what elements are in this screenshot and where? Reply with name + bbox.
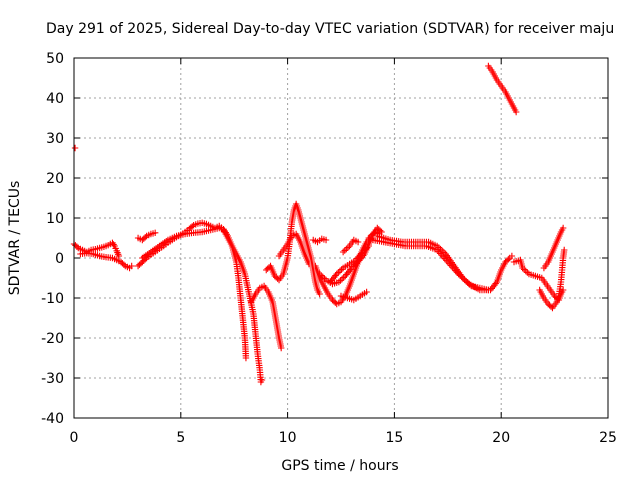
y-tick-label: 50 (46, 51, 64, 67)
series-arc-9 (310, 235, 330, 246)
data-point (151, 229, 159, 236)
data-point (242, 354, 250, 362)
x-tick-label: 10 (279, 430, 297, 446)
series-arc-20 (540, 224, 567, 272)
y-tick-label: -10 (41, 291, 64, 307)
series-arc-17 (485, 62, 520, 116)
y-tick-label: -20 (41, 331, 64, 347)
series-arc-12 (337, 288, 370, 304)
y-tick-label: 10 (46, 211, 64, 227)
data-point (277, 344, 285, 352)
data-point (512, 108, 520, 116)
x-tick-label: 25 (599, 430, 617, 446)
tick-layer: 0 5 10 15 20 25 -40 -30 -20 -10 0 10 20 30 40 50 (41, 51, 617, 446)
data-point (305, 260, 313, 268)
data-point (316, 290, 323, 298)
series-arc-1 (70, 239, 123, 260)
data-point (559, 286, 567, 294)
x-tick-label: 15 (385, 430, 403, 446)
plot-frame (73, 57, 609, 419)
series-arc-6 (248, 282, 285, 352)
y-tick-label: -40 (41, 411, 64, 427)
data-point (322, 236, 330, 244)
data-point (128, 262, 135, 270)
y-tick-label: 20 (46, 171, 64, 187)
x-axis-label: GPS time / hours (281, 458, 398, 474)
data-point (142, 234, 149, 241)
series-arc-13 (339, 236, 362, 256)
x-tick-label: 0 (70, 430, 79, 446)
y-tick-label: 0 (55, 251, 64, 267)
x-tick-label: 5 (176, 430, 185, 446)
data-point (274, 275, 281, 282)
series-arc-8 (275, 230, 313, 268)
y-tick-label: -30 (41, 371, 64, 387)
data-point (365, 242, 372, 250)
data-point (120, 261, 128, 268)
data-point (354, 238, 362, 246)
data-layer (70, 62, 568, 386)
y-axis-label: SDTVAR / TECUs (7, 181, 23, 296)
data-point (561, 246, 568, 254)
series-outlier-start (71, 144, 79, 152)
data-point (547, 303, 555, 310)
data-point (258, 376, 266, 384)
y-tick-label: 30 (46, 131, 64, 147)
series-arc-3 (134, 229, 159, 244)
data-point (363, 288, 370, 296)
series-arc-19 (536, 246, 568, 312)
chart-title: Day 291 of 2025, Sidereal Day-to-day VTE… (46, 21, 614, 37)
data-point (73, 243, 81, 250)
data-point (505, 256, 512, 263)
data-point (71, 144, 79, 152)
series-arc-14 (327, 242, 372, 286)
series-arc-5 (139, 224, 266, 386)
x-tick-label: 20 (492, 430, 510, 446)
data-point (508, 252, 516, 260)
data-point (559, 224, 567, 232)
data-point (485, 286, 492, 294)
y-tick-label: 40 (46, 91, 64, 107)
data-point (376, 227, 384, 234)
data-point (188, 223, 196, 230)
series-arc-2 (77, 250, 135, 272)
series-arc-16 (374, 232, 492, 294)
